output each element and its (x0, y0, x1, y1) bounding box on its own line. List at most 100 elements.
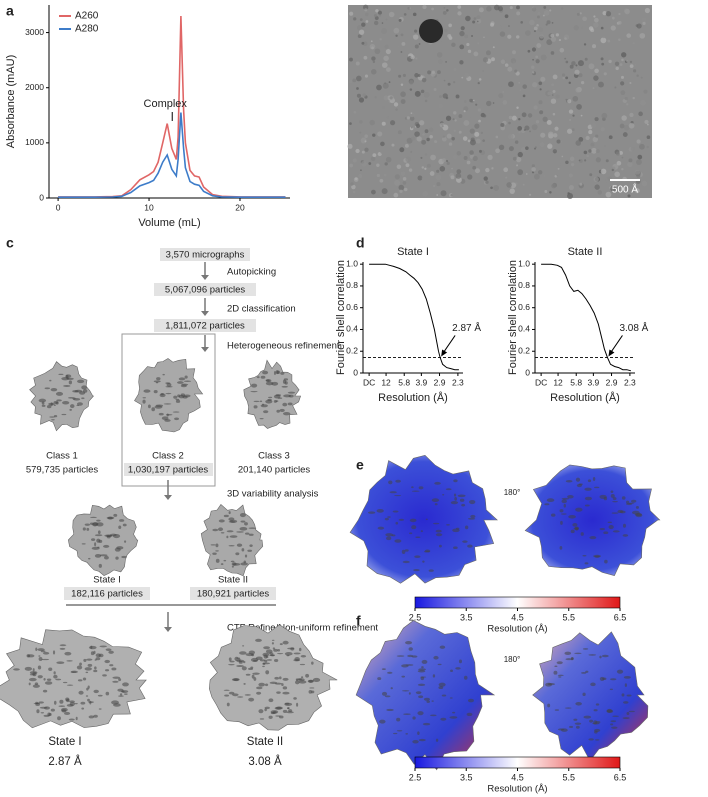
map-detail (212, 552, 217, 555)
map-detail (96, 522, 104, 527)
map-detail (470, 514, 476, 519)
speck (531, 71, 535, 74)
state-count: 180,921 particles (197, 589, 270, 600)
x-tick-label: 12 (553, 377, 563, 387)
map-detail (435, 529, 442, 533)
map-detail (595, 703, 600, 706)
map-detail (248, 533, 254, 536)
map-detail (601, 654, 609, 658)
rotation-label: 180° (504, 655, 521, 664)
speck (419, 120, 425, 126)
map-detail (418, 486, 424, 490)
map-detail (259, 718, 265, 720)
speck (459, 44, 465, 50)
map-detail (268, 715, 273, 719)
speck (543, 10, 550, 16)
map-detail (97, 530, 101, 535)
speck (351, 184, 356, 190)
speck (582, 16, 587, 22)
map-detail (592, 477, 596, 481)
speck (511, 115, 517, 121)
speck (568, 184, 574, 191)
speck (371, 56, 376, 61)
speck (401, 41, 406, 46)
map-detail (251, 674, 255, 679)
speck (590, 122, 597, 129)
speck (637, 154, 643, 160)
speck (632, 96, 635, 100)
map-detail (547, 703, 551, 708)
map-detail (255, 656, 263, 661)
map-detail (105, 669, 110, 672)
speck (634, 188, 640, 194)
map-detail (431, 498, 440, 503)
map-detail (278, 715, 284, 719)
speck (632, 189, 635, 192)
map-detail (215, 543, 219, 548)
speck (480, 169, 485, 174)
map-detail (112, 533, 121, 539)
speck (353, 110, 357, 114)
map-detail (609, 688, 613, 691)
map-detail (258, 709, 264, 714)
speck (568, 81, 571, 85)
speck (521, 112, 527, 118)
map-detail (229, 535, 238, 538)
speck (357, 34, 362, 39)
speck (600, 37, 607, 44)
speck (405, 156, 411, 163)
step: Heterogeneous refinement (227, 341, 340, 352)
colorbar-tick-label: 4.5 (511, 612, 524, 622)
speck (500, 59, 506, 64)
state-name: State I (93, 575, 120, 586)
speck (639, 32, 646, 39)
map-detail (589, 719, 594, 723)
map-detail (215, 550, 219, 552)
speck (469, 139, 476, 146)
speck (532, 82, 538, 88)
speck (358, 173, 363, 179)
speck (545, 90, 552, 97)
speck (364, 140, 367, 143)
speck (386, 115, 390, 119)
map-detail (585, 670, 589, 673)
map-detail (312, 677, 321, 683)
map-detail (275, 370, 279, 375)
map-detail (52, 650, 56, 655)
map-detail (282, 379, 287, 384)
speck (639, 143, 645, 150)
speck (597, 81, 604, 88)
speck (359, 120, 363, 124)
map-detail (94, 553, 102, 558)
speck (508, 133, 514, 140)
map-detail (37, 675, 43, 679)
map-detail (445, 488, 452, 491)
map-detail (584, 487, 592, 491)
speck (551, 22, 554, 24)
speck (413, 34, 419, 40)
speck (518, 131, 521, 134)
map-detail (377, 677, 382, 681)
final-name: State II (247, 736, 283, 748)
speck (430, 154, 436, 161)
speck (455, 94, 460, 99)
map-detail (547, 683, 556, 686)
speck (624, 125, 630, 131)
speck (518, 118, 521, 121)
speck (525, 146, 529, 150)
speck (442, 10, 447, 15)
map-detail (27, 654, 35, 658)
map-detail (274, 676, 280, 680)
map-detail (32, 668, 35, 672)
speck (352, 158, 357, 163)
speck (459, 60, 464, 65)
map-detail (242, 645, 245, 647)
map-detail (260, 375, 266, 379)
density-map (532, 631, 649, 762)
map-detail (29, 674, 36, 676)
map-detail (76, 665, 83, 670)
map-detail (162, 373, 165, 376)
speck (540, 76, 546, 82)
map-detail (94, 534, 103, 537)
map-detail (622, 523, 627, 528)
